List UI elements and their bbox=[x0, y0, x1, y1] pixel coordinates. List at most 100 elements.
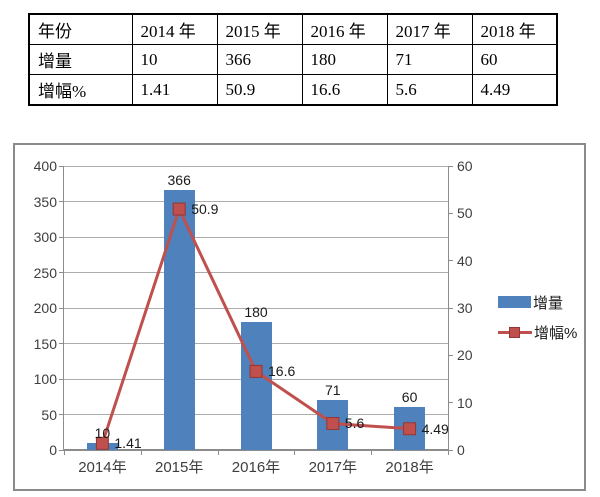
y-axis-label-right: 30 bbox=[457, 300, 473, 316]
y-axis-label-left: 400 bbox=[33, 158, 57, 174]
x-axis-line bbox=[63, 449, 449, 451]
bar-series-swatch-icon bbox=[498, 296, 531, 308]
axis-tick bbox=[448, 402, 453, 404]
gridline bbox=[64, 307, 448, 309]
axis-tick bbox=[448, 449, 453, 451]
table-cell: 2018 年 bbox=[471, 13, 558, 45]
axis-tick bbox=[59, 378, 64, 380]
gridline bbox=[64, 272, 448, 273]
line-marker-icon bbox=[326, 416, 340, 430]
x-axis-label: 2015年 bbox=[155, 459, 204, 476]
axis-tick bbox=[448, 260, 453, 262]
table-row-growth-rate: 增幅% 1.41 50.9 16.6 5.6 4.49 bbox=[28, 74, 558, 106]
axis-tick bbox=[59, 236, 64, 238]
legend-label: 增幅% bbox=[534, 324, 578, 342]
axis-tick bbox=[448, 307, 453, 309]
line-path bbox=[100, 205, 410, 444]
axis-tick bbox=[59, 165, 64, 167]
bar-value-label: 366 bbox=[167, 172, 191, 189]
line-value-label: 4.49 bbox=[421, 420, 449, 437]
y-axis-label-left: 0 bbox=[49, 442, 57, 458]
line-value-label: 50.9 bbox=[191, 201, 219, 218]
line-value-label: 1.41 bbox=[114, 435, 142, 452]
x-axis-label: 2018年 bbox=[385, 459, 434, 476]
x-axis-tick bbox=[64, 450, 65, 455]
table-cell: 增幅% bbox=[28, 74, 133, 106]
axis-tick bbox=[59, 414, 64, 415]
y-axis-label-left: 50 bbox=[41, 406, 57, 423]
bar-value-label: 60 bbox=[401, 389, 418, 406]
table-cell: 16.6 bbox=[301, 74, 388, 106]
gridline bbox=[64, 201, 448, 202]
bar-value-label: 180 bbox=[244, 304, 268, 321]
table-cell: 71 bbox=[386, 44, 473, 75]
y-axis-label-right: 10 bbox=[457, 394, 473, 411]
axis-tick bbox=[59, 307, 64, 309]
y-axis-label-left: 200 bbox=[33, 300, 57, 316]
y-axis-label-left: 350 bbox=[33, 193, 57, 210]
gridline bbox=[64, 165, 448, 167]
data-table: 年份 2014 年 2015 年 2016 年 2017 年 2018 年 增量… bbox=[28, 13, 558, 106]
table-cell: 4.49 bbox=[471, 74, 558, 106]
axis-tick bbox=[59, 201, 64, 202]
x-axis-tick bbox=[140, 450, 142, 455]
y-axis-label-left: 100 bbox=[33, 371, 57, 387]
axis-tick bbox=[448, 354, 453, 356]
y-axis-label-right: 50 bbox=[457, 205, 473, 222]
axis-tick bbox=[448, 165, 453, 167]
y-axis-label-left: 150 bbox=[33, 335, 57, 352]
line-series-swatch-icon bbox=[498, 326, 532, 338]
x-axis-label: 2017年 bbox=[308, 459, 357, 476]
table-cell: 年份 bbox=[28, 13, 133, 45]
y-axis-label-right: 20 bbox=[457, 347, 473, 364]
right-axis-line bbox=[448, 166, 449, 450]
legend-item-line-series: 增幅% bbox=[498, 324, 578, 342]
line-marker-icon bbox=[172, 202, 186, 216]
table-cell: 50.9 bbox=[216, 74, 303, 106]
table-row-years: 年份 2014 年 2015 年 2016 年 2017 年 2018 年 bbox=[28, 13, 558, 45]
y-axis-label-right: 0 bbox=[457, 442, 465, 458]
x-axis-tick bbox=[448, 450, 449, 455]
line-series bbox=[95, 202, 417, 450]
line-marker-icon bbox=[403, 422, 417, 436]
bar-value-label: 71 bbox=[325, 381, 341, 398]
table-row-increment: 增量 10 366 180 71 60 bbox=[28, 44, 558, 75]
legend-label: 增量 bbox=[533, 294, 564, 312]
axis-tick bbox=[59, 272, 64, 273]
axis-tick bbox=[448, 212, 453, 214]
left-axis-line bbox=[63, 166, 64, 450]
table-cell: 180 bbox=[301, 44, 388, 75]
line-marker-icon bbox=[509, 326, 520, 338]
x-axis-tick bbox=[371, 450, 373, 455]
y-axis-label-left: 300 bbox=[33, 229, 57, 245]
table-cell: 60 bbox=[471, 44, 558, 75]
table-cell: 2015 年 bbox=[216, 13, 303, 45]
x-axis-label: 2014年 bbox=[78, 459, 127, 476]
table-cell: 增量 bbox=[28, 44, 133, 75]
line-marker-icon bbox=[95, 436, 109, 450]
legend: 增量 增幅% bbox=[498, 294, 577, 354]
table-cell: 2016 年 bbox=[301, 13, 388, 45]
y-axis-label-left: 250 bbox=[33, 264, 57, 281]
bar bbox=[240, 322, 272, 450]
line-value-label: 16.6 bbox=[268, 363, 296, 380]
table-cell: 1.41 bbox=[131, 74, 218, 106]
x-axis-tick bbox=[217, 450, 219, 455]
table-cell: 5.6 bbox=[386, 74, 473, 106]
y-axis-label-right: 60 bbox=[457, 158, 473, 174]
x-axis-label: 2016年 bbox=[231, 459, 281, 476]
axis-tick bbox=[59, 343, 64, 344]
gridline bbox=[64, 236, 448, 238]
combo-chart: 增量 增幅% 0 50 100 150 200 250 300 350 400 0 10 20 30 40… bbox=[13, 143, 586, 491]
table-cell: 366 bbox=[216, 44, 303, 75]
line-marker-icon bbox=[249, 364, 263, 378]
axis-tick bbox=[59, 449, 64, 451]
bar-value-label: 10 bbox=[94, 424, 111, 441]
legend-item-bar-series: 增量 bbox=[498, 294, 577, 312]
table-cell: 10 bbox=[131, 44, 218, 75]
y-axis-label-right: 40 bbox=[457, 252, 473, 269]
table-cell: 2014 年 bbox=[131, 13, 218, 45]
x-axis-tick bbox=[294, 450, 296, 455]
line-value-label: 5.6 bbox=[344, 415, 365, 432]
